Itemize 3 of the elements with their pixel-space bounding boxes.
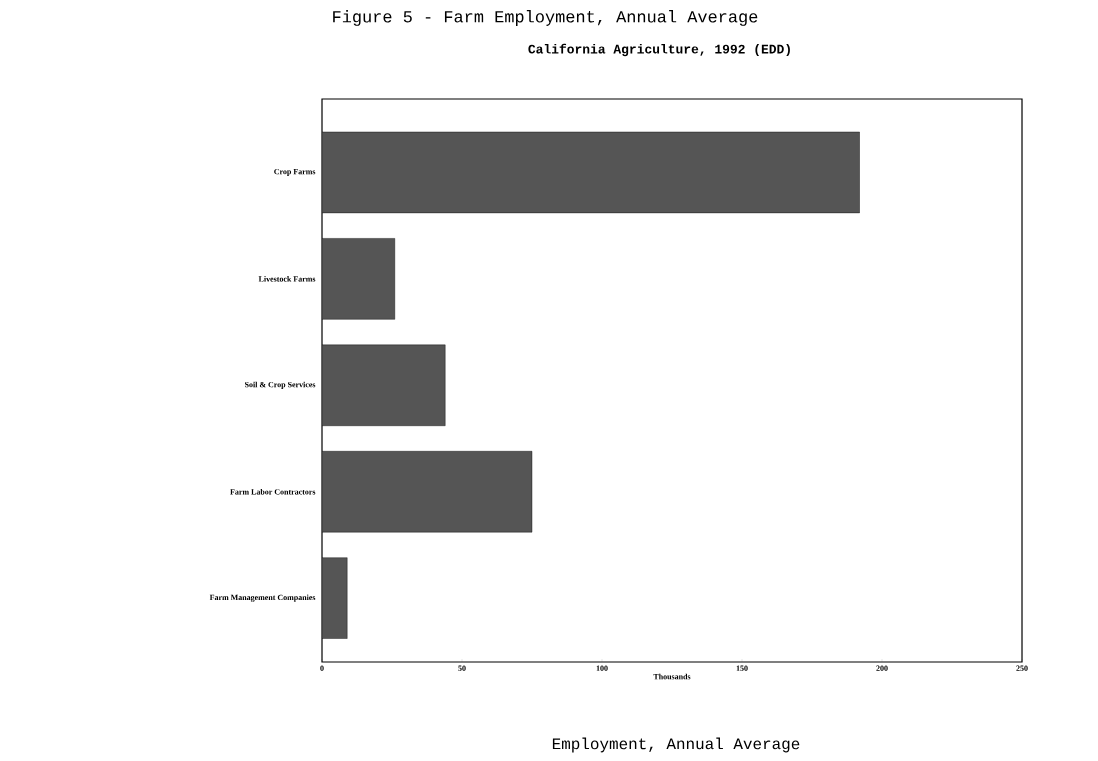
chart-subtitle: California Agriculture, 1992 (EDD) <box>528 43 790 57</box>
text: Employment, Annual Average <box>552 737 800 753</box>
chart-title: Figure 5 - Farm Employment, Annual Average <box>333 10 758 26</box>
